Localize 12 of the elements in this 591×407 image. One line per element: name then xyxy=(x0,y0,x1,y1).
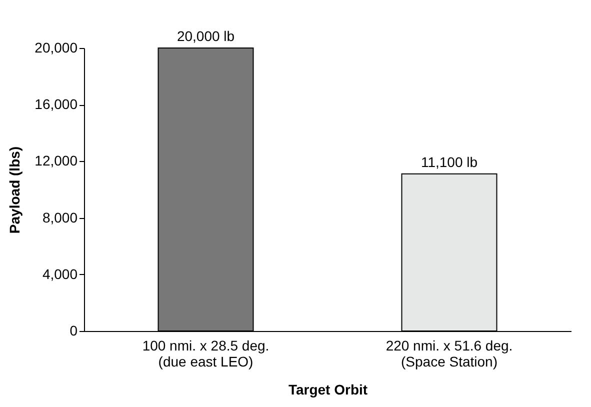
y-tick-label: 0 xyxy=(70,322,78,338)
data-label: 20,000 lb xyxy=(176,28,235,44)
y-tick-label: 16,000 xyxy=(34,96,78,112)
data-label: 11,100 lb xyxy=(420,154,478,170)
y-tick-label: 12,000 xyxy=(34,152,78,169)
y-axis-title: Payload (lbs) xyxy=(6,146,23,234)
x-tick-label: 220 nmi. x 51.6 deg. (Space Station) xyxy=(386,338,513,370)
y-tick-label: 8,000 xyxy=(42,209,78,226)
y-tick-label: 4,000 xyxy=(42,266,78,282)
x-axis-title: Target Orbit xyxy=(288,382,368,398)
x-tick-label: 100 nmi. x 28.5 deg. (due east LEO) xyxy=(142,338,270,370)
y-tick-label: 20,000 xyxy=(34,40,78,56)
